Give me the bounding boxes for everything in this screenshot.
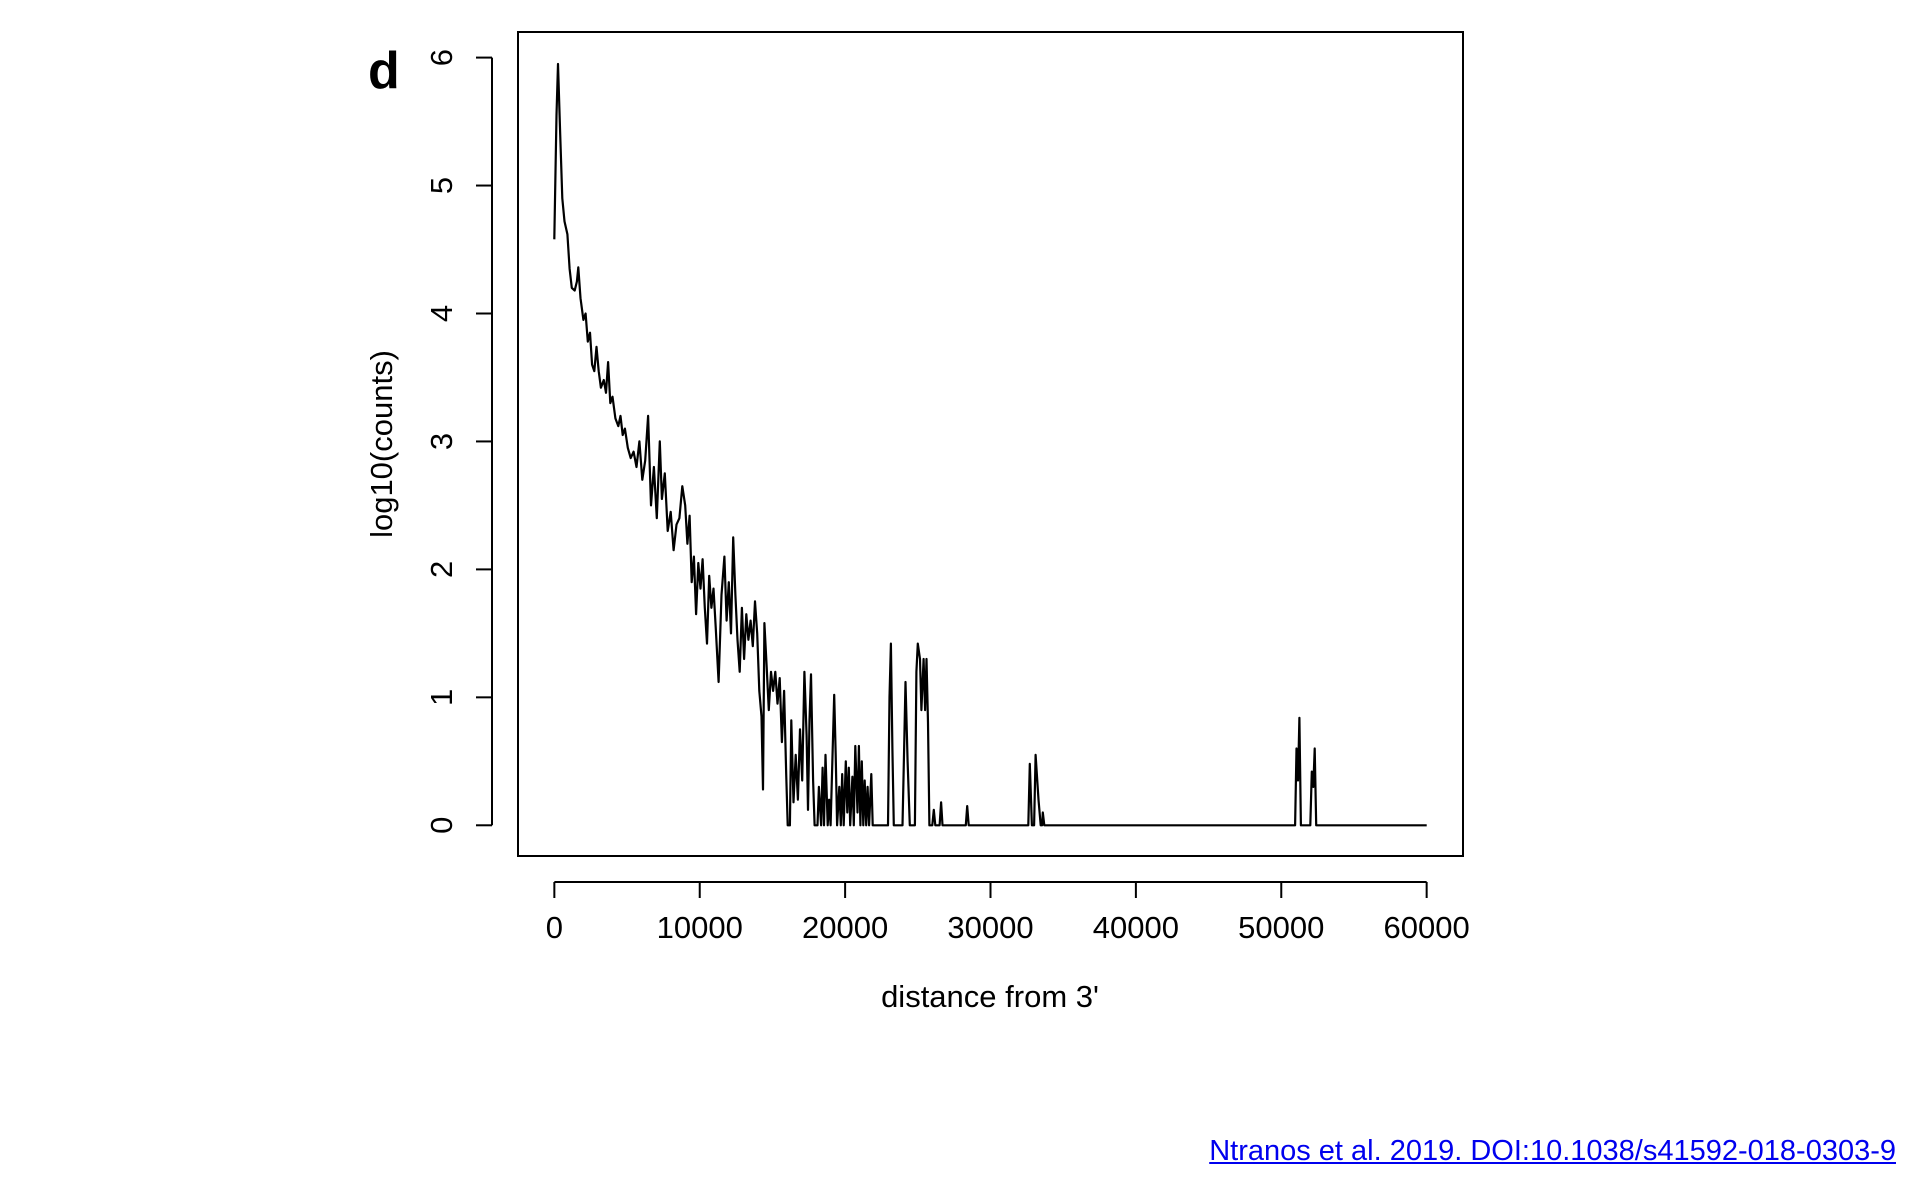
panel-letter: d <box>368 42 400 100</box>
y-axis-title: log10(counts) <box>364 350 399 538</box>
x-tick-label-3: 30000 <box>947 910 1033 945</box>
series-layer <box>553 62 1427 827</box>
x-tick-label-4: 40000 <box>1093 910 1179 945</box>
x-tick-label-0: 0 <box>546 910 563 945</box>
y-axis: 0 1 2 3 4 5 6 <box>424 49 493 834</box>
y-tick-label-2: 2 <box>424 561 459 578</box>
y-tick-label-3: 3 <box>424 433 459 450</box>
y-tick-label-0: 0 <box>424 817 459 834</box>
x-tick-label-6: 60000 <box>1384 910 1470 945</box>
x-tick-label-2: 20000 <box>802 910 888 945</box>
citation-link[interactable]: Ntranos et al. 2019. DOI:10.1038/s41592-… <box>1209 1135 1896 1167</box>
y-tick-label-5: 5 <box>424 177 459 194</box>
x-tick-label-5: 50000 <box>1238 910 1324 945</box>
y-tick-label-6: 6 <box>424 49 459 66</box>
series-line-0 <box>553 62 1427 827</box>
x-tick-label-1: 10000 <box>657 910 743 945</box>
x-axis: 0 10000 20000 30000 40000 50000 60000 <box>546 881 1470 945</box>
plot-frame <box>517 31 1464 857</box>
y-tick-label-4: 4 <box>424 305 459 322</box>
x-axis-title: distance from 3' <box>881 979 1099 1014</box>
y-tick-label-1: 1 <box>424 689 459 706</box>
